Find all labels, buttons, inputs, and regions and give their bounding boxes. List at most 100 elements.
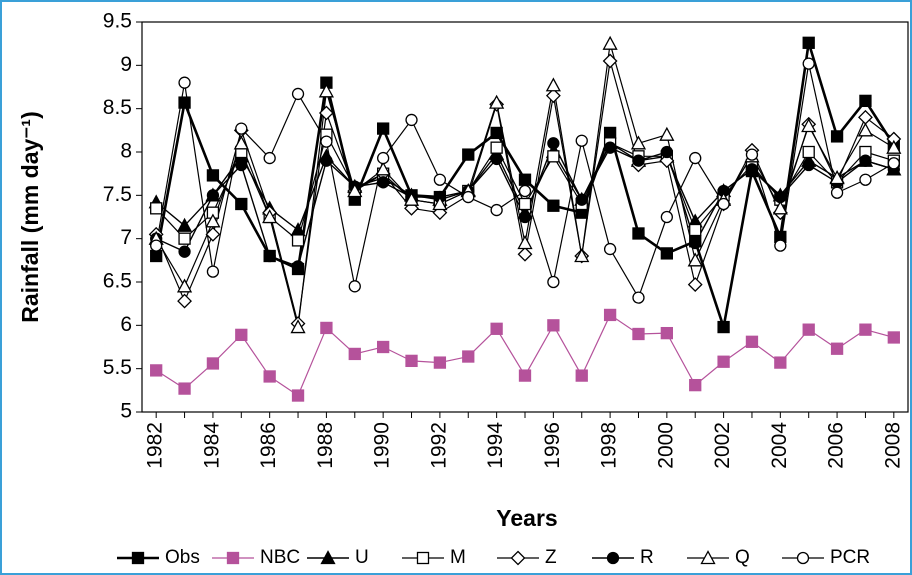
data-point [687, 277, 703, 293]
data-point [689, 151, 702, 165]
data-point [687, 252, 703, 267]
data-point [205, 213, 221, 228]
data-point [545, 77, 561, 92]
y-tick-label: 5.5 [103, 356, 132, 379]
data-point [291, 389, 305, 402]
data-point [801, 118, 817, 133]
legend-item: Q [687, 547, 750, 568]
data-point [489, 94, 505, 109]
y-tick-label: 7 [120, 226, 132, 249]
data-point [802, 158, 815, 172]
x-tick-label: 1992 [427, 422, 450, 469]
y-tick-label: 9 [120, 53, 132, 76]
data-point [178, 76, 191, 89]
data-point [206, 265, 220, 278]
data-point [659, 153, 675, 169]
data-point [490, 322, 503, 335]
legend-marker [606, 551, 620, 565]
legend-marker [796, 551, 810, 565]
data-point [575, 369, 588, 382]
data-point [375, 161, 391, 176]
data-point [320, 321, 333, 335]
data-point [376, 151, 390, 165]
data-point [547, 137, 560, 150]
data-point [517, 235, 533, 250]
legend-item: M [402, 547, 466, 568]
data-point [176, 278, 193, 293]
x-tick-label: 1982 [144, 422, 167, 469]
data-point [235, 328, 248, 342]
y-tick-label: 9.5 [103, 10, 132, 33]
data-point [150, 249, 163, 263]
data-point [886, 139, 902, 154]
data-point [150, 364, 163, 377]
data-point [206, 189, 220, 202]
data-point [206, 169, 220, 182]
data-point [802, 36, 815, 49]
data-point [291, 234, 305, 247]
data-point [603, 242, 617, 256]
legend-label: U [355, 547, 369, 568]
data-point [235, 122, 248, 135]
data-point [405, 354, 418, 368]
data-point [745, 335, 759, 348]
data-point [602, 53, 618, 69]
legend-item: Z [497, 547, 557, 568]
data-point [320, 154, 333, 167]
legend-item: PCR [782, 547, 870, 568]
data-point [632, 227, 645, 240]
legend-label: Obs [165, 547, 200, 568]
data-point [745, 163, 759, 176]
legend-item: Obs [117, 547, 200, 568]
data-point [178, 382, 191, 395]
data-point [660, 210, 674, 224]
legend-label: NBC [260, 547, 300, 568]
legend-label: Z [545, 547, 557, 568]
data-point [547, 275, 560, 289]
data-point [490, 141, 503, 154]
data-point [689, 223, 702, 237]
data-point [263, 370, 276, 383]
data-point [376, 176, 390, 189]
data-point [689, 378, 702, 392]
y-tick-label: 5 [120, 400, 132, 423]
data-point [517, 246, 533, 262]
legend-marker [416, 551, 430, 565]
data-point [830, 186, 844, 199]
data-point [659, 126, 675, 141]
data-point [632, 291, 645, 304]
data-point [575, 134, 588, 147]
legend-label: M [450, 547, 466, 568]
data-point [802, 323, 815, 336]
data-point [603, 308, 617, 322]
data-point [490, 126, 503, 140]
data-point [432, 196, 448, 211]
data-point [859, 94, 872, 108]
x-axis-title: Years [496, 505, 557, 531]
data-point [660, 247, 674, 260]
data-point [490, 152, 503, 166]
data-point [176, 217, 193, 232]
x-tick-label: 1984 [200, 422, 223, 469]
y-tick-label: 8.5 [103, 96, 132, 119]
legend-marker [320, 550, 336, 565]
data-point [405, 113, 418, 127]
legend-item: NBC [212, 547, 300, 568]
data-point [291, 87, 305, 101]
data-point [660, 326, 674, 340]
data-point [376, 340, 390, 354]
data-point [717, 320, 730, 334]
data-point [150, 239, 163, 252]
data-point [348, 347, 361, 361]
data-point [603, 141, 617, 154]
data-point [745, 148, 759, 161]
data-point [318, 105, 334, 121]
data-point [150, 202, 163, 215]
data-point [632, 154, 645, 167]
x-tick-label: 1986 [257, 422, 280, 469]
data-point [518, 369, 532, 382]
legend-marker [700, 550, 716, 565]
legend-item: R [592, 547, 654, 568]
y-tick-label: 6 [120, 313, 132, 336]
